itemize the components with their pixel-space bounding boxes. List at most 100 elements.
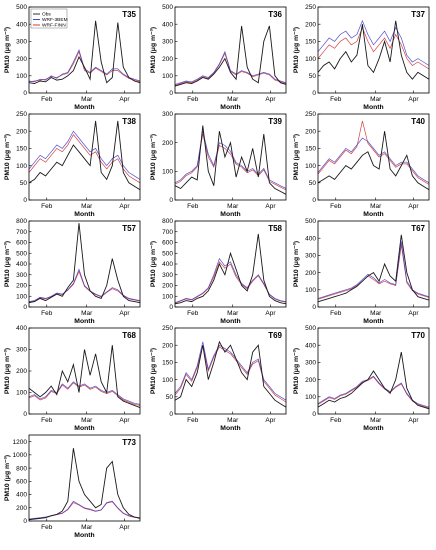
y-tick-label: 200 [16,505,27,512]
series-obs [28,448,141,521]
y-tick-label: 200 [16,128,27,135]
y-axis-label: PM10 (μg m⁻³) [4,455,11,501]
series-wrf-finn [174,261,287,304]
plot-frame [28,434,141,522]
x-tick-label: Apr [265,310,276,317]
y-axis-label: PM10 (μg m⁻³) [4,27,11,73]
series-wrf-3bem [317,375,430,408]
y-tick-label: 300 [162,272,173,279]
y-axis-label: PM10 (μg m⁻³) [4,348,11,394]
x-tick-label: Mar [370,96,382,103]
y-tick-label: 200 [162,283,173,290]
panel-title: T38 [122,117,136,126]
y-tick-label: 200 [305,270,316,277]
plot-frame [174,220,287,308]
y-tick-label: 200 [305,21,316,28]
x-tick-label: Feb [41,203,53,210]
x-axis-label: Month [74,425,94,432]
y-tick-label: 200 [16,368,27,375]
y-tick-label: 200 [162,140,173,147]
y-tick-label: 400 [16,21,27,28]
y-tick-label: 400 [16,261,27,268]
y-tick-label: 600 [16,479,27,486]
panel-t67: 0 100 200 300 400 500 Feb Mar Apr T67 PM10 (μg m⁻³… [293,218,430,325]
x-tick-label: Feb [187,417,199,424]
y-tick-label: 150 [162,360,173,367]
y-tick-label: 700 [16,229,27,236]
legend-entry: WRF-3BEM [42,17,68,23]
y-tick-label: 200 [162,56,173,63]
y-axis-label: PM10 (μg m⁻³) [293,241,300,287]
panel-title: T69 [268,331,282,340]
y-tick-label: 150 [305,39,316,46]
y-tick-label: 0 [312,197,316,204]
series-wrf-3bem [28,49,141,83]
y-tick-label: 400 [305,342,316,349]
series-obs [174,125,287,195]
x-tick-label: Apr [119,417,130,424]
y-tick-label: 300 [162,39,173,46]
series-wrf-finn [28,382,141,406]
series-obs [317,352,430,410]
y-axis-label: PM10 (μg m⁻³) [150,348,157,394]
y-tick-label: 300 [162,111,173,118]
y-tick-label: 800 [16,218,27,225]
legend-entry: Obs [42,12,51,18]
panel-title: T37 [411,10,425,19]
series-wrf-finn [174,52,287,86]
plot-frame [174,6,287,94]
x-axis-label: Month [220,104,240,111]
x-tick-label: Mar [227,96,239,103]
y-tick-label: 400 [16,492,27,499]
y-tick-label: 250 [305,4,316,11]
panel-t40: 0 50 100 150 200 250 Feb Mar Apr T40 PM10 (μg m⁻³)… [293,111,430,218]
x-tick-label: Apr [408,310,419,317]
y-tick-label: 500 [305,218,316,225]
series-wrf-finn [317,26,430,70]
y-tick-label: 300 [305,253,316,260]
panel-t58: 0 100 200 300 400 500 600 700 800 Feb Mar Apr T58 PM1… [150,218,287,325]
x-tick-label: Feb [330,96,342,103]
y-tick-label: 0 [23,90,27,97]
y-tick-label: 200 [305,377,316,384]
y-axis-label: PM10 (μg m⁻³) [150,241,157,287]
x-tick-label: Mar [81,310,93,317]
y-tick-label: 100 [16,390,27,397]
series-wrf-3bem [174,131,287,189]
x-tick-label: Feb [41,310,53,317]
y-tick-label: 400 [162,21,173,28]
y-tick-label: 300 [16,39,27,46]
series-wrf-3bem [28,268,141,302]
panel-t35: 0 100 200 300 400 500 Feb Mar Apr T35 PM10 (μg m⁻³… [4,4,141,111]
y-tick-label: 1000 [13,452,28,459]
x-axis-label: Month [74,104,94,111]
series-wrf-3bem [174,50,287,85]
series-obs [28,345,141,409]
y-tick-label: 200 [305,128,316,135]
x-axis-label: Month [74,211,94,218]
x-tick-label: Apr [408,417,419,424]
plot-frame [317,113,430,201]
y-tick-label: 200 [162,342,173,349]
panel-title: T36 [268,10,282,19]
x-tick-label: Mar [370,203,382,210]
x-tick-label: Apr [265,203,276,210]
series-wrf-finn [174,134,287,191]
y-tick-label: 0 [169,197,173,204]
panel-title: T70 [411,331,425,340]
y-tick-label: 0 [169,304,173,311]
series-wrf-3bem [317,19,430,66]
y-tick-label: 400 [16,325,27,332]
panel-t68: 0 100 200 300 400 Feb Mar Apr T68 PM10 (μg m⁻³) Mo… [4,325,141,432]
y-tick-label: 0 [312,304,316,311]
y-tick-label: 250 [16,111,27,118]
x-tick-label: Feb [187,310,199,317]
y-tick-label: 100 [162,293,173,300]
y-tick-label: 300 [16,347,27,354]
x-tick-label: Mar [370,310,382,317]
x-tick-label: Mar [227,310,239,317]
panel-t69: 0 50 100 150 200 250 Feb Mar Apr T69 PM10 (μg m⁻³)… [150,325,287,432]
y-tick-label: 600 [16,240,27,247]
x-tick-label: Feb [187,203,199,210]
